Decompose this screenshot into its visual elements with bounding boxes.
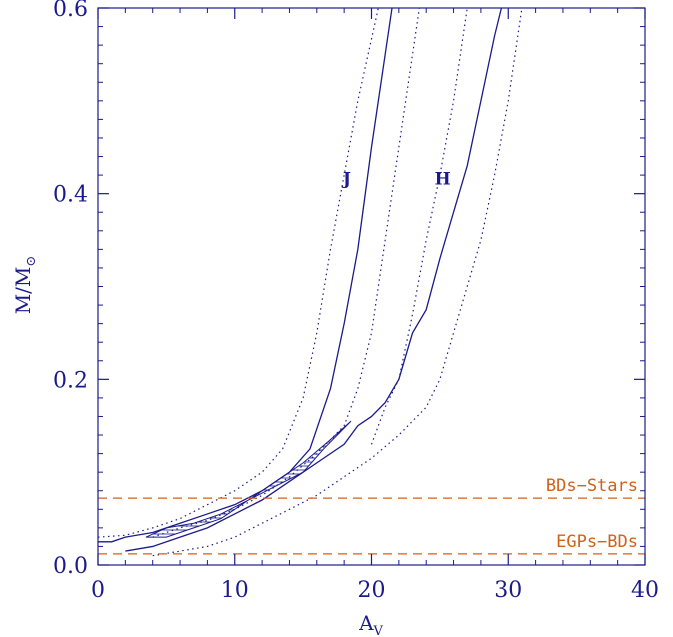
reference-label-0: BDs−Stars	[546, 476, 638, 496]
y-tick-label: 0.6	[53, 0, 88, 22]
series-line-4	[152, 8, 523, 557]
y-tick-label: 0.4	[53, 183, 88, 208]
y-tick-label: 0.0	[53, 554, 88, 579]
x-tick-label: 30	[494, 578, 522, 603]
x-tick-label: 0	[91, 578, 105, 603]
reference-label-1: EGPs−BDs	[556, 532, 638, 552]
series-line-2	[152, 8, 420, 538]
series-line-0	[98, 8, 393, 543]
series-line-1	[98, 8, 379, 538]
series-line-3	[125, 8, 503, 552]
curve-label-j: J	[341, 169, 351, 189]
plot-area	[98, 8, 645, 557]
y-tick-label: 0.2	[53, 368, 88, 393]
x-tick-label: 20	[358, 578, 386, 603]
y-axis-title: M/M⊙	[11, 256, 39, 315]
x-axis-title: AV	[358, 611, 383, 637]
hatched-region	[145, 420, 352, 538]
x-tick-label: 10	[221, 578, 249, 603]
x-tick-label: 40	[631, 578, 659, 603]
axes: BDs−Stars EGPs−BDs J H 0 10 20 30 40 0.0 0.2 0.4 0.6	[53, 0, 659, 603]
series-line-5	[370, 8, 468, 445]
curve-label-h: H	[435, 169, 451, 189]
